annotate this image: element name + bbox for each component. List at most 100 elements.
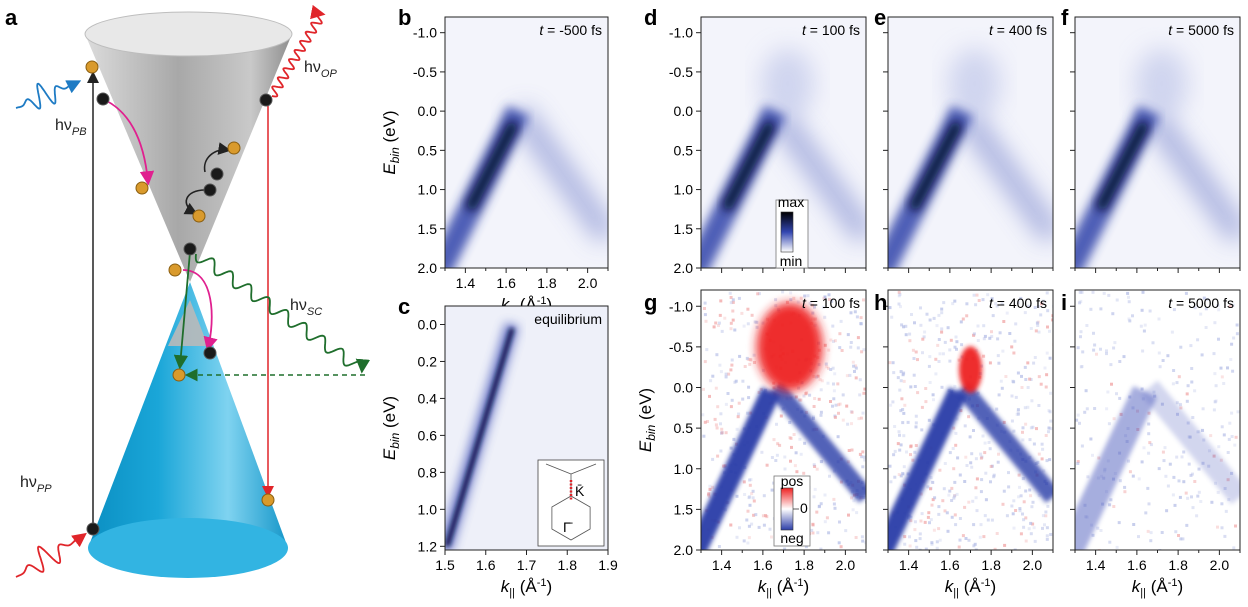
x-tick-label: 1.7 [517, 557, 537, 573]
noise-pixel [1216, 525, 1219, 529]
noise-pixel [1042, 469, 1046, 473]
noise-pixel [1026, 361, 1030, 365]
noise-pixel [955, 347, 958, 351]
noise-pixel [1047, 426, 1051, 430]
noise-pixel [1049, 419, 1053, 423]
scattered-photon-wave [194, 253, 371, 374]
noise-pixel [1147, 502, 1151, 506]
noise-pixel [1229, 358, 1233, 361]
y-tick-label: 2.0 [674, 542, 694, 558]
noise-pixel [1027, 527, 1031, 531]
noise-pixel [902, 465, 906, 469]
noise-pixel [938, 468, 942, 472]
noise-pixel [912, 357, 916, 360]
noise-pixel [911, 348, 915, 352]
arpes-panel-d: -1.0 -0.5 0.0 0.5 1.0 1.5 2.0 t = 100 fs [669, 16, 867, 276]
noise-pixel [711, 374, 715, 378]
noise-pixel [840, 349, 844, 352]
noise-pixel [846, 333, 850, 337]
noise-pixel [724, 375, 728, 379]
panel-a-dirac-cone-schematic: a [5, 4, 371, 578]
noise-pixel [719, 449, 723, 453]
noise-pixel [926, 485, 930, 489]
noise-pixel [729, 301, 733, 305]
noise-pixel [738, 526, 741, 530]
noise-pixel [849, 341, 853, 344]
noise-pixel [1014, 322, 1018, 326]
y-axis-label: Ebin (eV) [380, 396, 402, 460]
noise-pixel [903, 403, 907, 407]
noise-pixel [1212, 408, 1216, 412]
noise-pixel [1045, 459, 1049, 463]
noise-pixel [1040, 442, 1044, 446]
pump-photon-label: hνPP [20, 474, 52, 495]
noise-pixel [823, 493, 827, 497]
noise-pixel [995, 407, 999, 411]
colorbar-gradient [780, 487, 794, 531]
noise-pixel [1012, 526, 1016, 530]
probe-pulse [15, 80, 82, 110]
noise-pixel [772, 438, 776, 442]
noise-pixel [937, 527, 941, 531]
noise-pixel [914, 350, 918, 354]
noise-pixel [1030, 505, 1034, 509]
negative-hole-branch [1140, 380, 1240, 505]
colorbar-pos-label: pos [781, 473, 804, 489]
noise-pixel [1190, 495, 1193, 499]
noise-pixel [974, 496, 978, 500]
noise-pixel [1196, 338, 1200, 342]
noise-pixel [978, 535, 982, 539]
noise-pixel [964, 537, 968, 540]
noise-pixel [909, 385, 913, 389]
negative-hole-branch [955, 381, 1053, 503]
noise-pixel [937, 313, 941, 317]
noise-pixel [1231, 369, 1235, 373]
noise-pixel [1080, 444, 1084, 448]
noise-pixel [720, 431, 724, 435]
noise-pixel [858, 393, 862, 397]
noise-pixel [858, 452, 862, 456]
noise-pixel [724, 372, 728, 376]
noise-pixel [1043, 523, 1046, 527]
noise-pixel [1175, 381, 1179, 385]
noise-pixel [1002, 420, 1006, 424]
noise-pixel [1118, 360, 1122, 363]
noise-pixel [1228, 305, 1232, 308]
noise-pixel [812, 495, 816, 499]
noise-pixel [920, 405, 924, 409]
noise-pixel [836, 435, 840, 439]
noise-pixel [995, 304, 999, 308]
noise-pixel [893, 449, 897, 453]
noise-pixel [927, 418, 931, 422]
noise-pixel [902, 371, 906, 375]
noise-pixel [838, 346, 842, 350]
noise-pixel [1166, 354, 1170, 358]
noise-pixel [793, 464, 797, 468]
noise-pixel [1031, 522, 1035, 526]
negative-band [888, 387, 968, 550]
noise-pixel [849, 311, 853, 315]
scattering-curl-2 [183, 189, 206, 215]
panel-letter-b: b [398, 5, 411, 30]
positive-population [756, 302, 823, 392]
colorbar-zero-label: 0 [800, 500, 808, 516]
noise-pixel [775, 422, 778, 426]
noise-pixel [937, 338, 941, 341]
noise-pixel [810, 528, 814, 532]
noise-pixel [1028, 438, 1032, 442]
noise-pixel [762, 523, 766, 527]
noise-pixel [1001, 502, 1005, 506]
noise-pixel [990, 297, 994, 301]
noise-pixel [974, 486, 978, 490]
noise-pixel [829, 368, 833, 371]
cone-neck [168, 300, 208, 346]
noise-pixel [765, 515, 769, 519]
noise-pixel [762, 494, 766, 498]
noise-pixel [1017, 412, 1020, 416]
noise-pixel [1092, 348, 1096, 352]
noise-pixel [965, 302, 969, 306]
noise-pixel [972, 332, 976, 336]
noise-pixel [1179, 537, 1183, 541]
noise-pixel [888, 464, 892, 468]
noise-pixel [1126, 291, 1130, 295]
